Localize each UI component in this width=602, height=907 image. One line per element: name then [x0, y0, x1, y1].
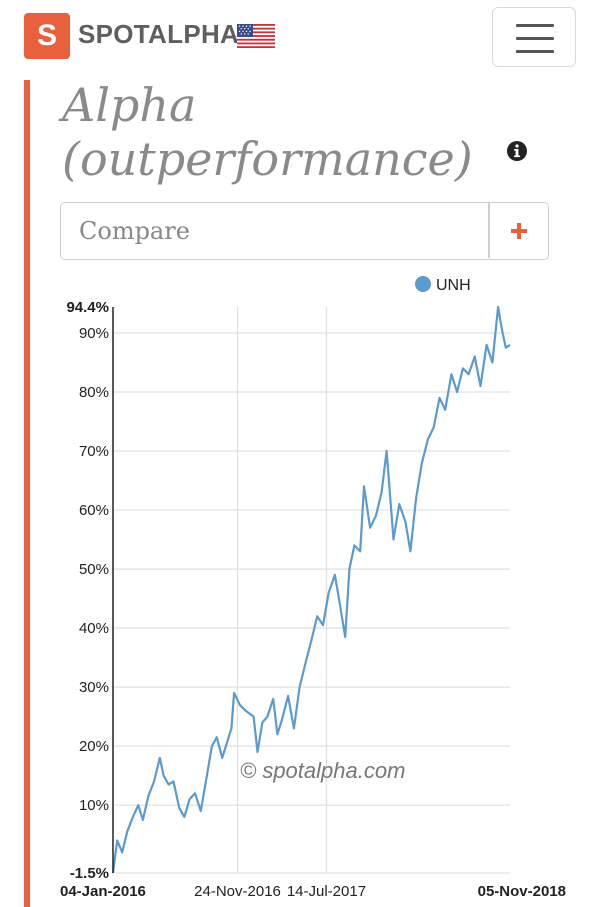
x-tick-label: 14-Jul-2017	[287, 883, 366, 900]
page-title-line2: (outperformance)	[62, 132, 473, 186]
alpha-chart: © spotalpha.com -1.5% 10% 20% 30% 40% 50% 60% 7…	[60, 276, 566, 900]
chart-grid	[113, 307, 510, 874]
header: S SPOTALPHA	[0, 0, 602, 75]
y-tick-label: 60%	[79, 502, 109, 519]
hamburger-menu-button[interactable]	[492, 7, 576, 67]
y-tick-label: 10%	[79, 797, 109, 814]
y-tick-label: 70%	[79, 443, 109, 460]
y-tick-label: 94.4%	[66, 299, 109, 316]
logo-letter: S	[36, 19, 57, 52]
y-tick-label: 20%	[79, 738, 109, 755]
y-tick-label: 30%	[79, 679, 109, 696]
hamburger-menu-icon	[516, 24, 554, 27]
x-tick-label: 24-Nov-2016	[194, 883, 281, 900]
y-tick-label: 80%	[79, 384, 109, 401]
add-compare-button[interactable]	[490, 203, 548, 258]
hamburger-menu-bar	[516, 37, 554, 40]
series-line-unh	[111, 305, 511, 874]
info-icon[interactable]	[506, 140, 528, 162]
hamburger-menu-bar	[516, 50, 554, 53]
brand-name[interactable]: SPOTALPHA	[78, 19, 240, 49]
x-axis-ticks: 04-Jan-2016 24-Nov-2016 14-Jul-2017 05-Nov-…	[60, 883, 566, 900]
compare-divider	[488, 203, 490, 258]
y-tick-label: -1.5%	[70, 865, 109, 882]
compare-input[interactable]	[61, 203, 489, 258]
logo[interactable]: S	[24, 13, 70, 59]
compare-box	[60, 202, 549, 260]
chart-legend[interactable]: UNH	[415, 276, 471, 294]
y-axis-ticks: -1.5% 10% 20% 30% 40% 50% 60% 70% 80% 90% 94.4%	[66, 299, 109, 882]
page-title: Alpha (outperformance)	[62, 78, 473, 186]
chart-watermark: © spotalpha.com	[240, 758, 405, 783]
page-title-line1: Alpha	[62, 78, 197, 132]
plus-icon	[511, 222, 527, 239]
y-tick-label: 40%	[79, 620, 109, 637]
x-tick-label: 05-Nov-2018	[478, 883, 566, 900]
legend-label-unh: UNH	[436, 277, 471, 294]
accent-bar	[24, 80, 30, 907]
us-flag-icon	[237, 24, 275, 48]
y-tick-label: 50%	[79, 561, 109, 578]
legend-marker-unh	[415, 276, 431, 292]
y-tick-label: 90%	[79, 325, 109, 342]
x-tick-label: 04-Jan-2016	[60, 883, 146, 900]
